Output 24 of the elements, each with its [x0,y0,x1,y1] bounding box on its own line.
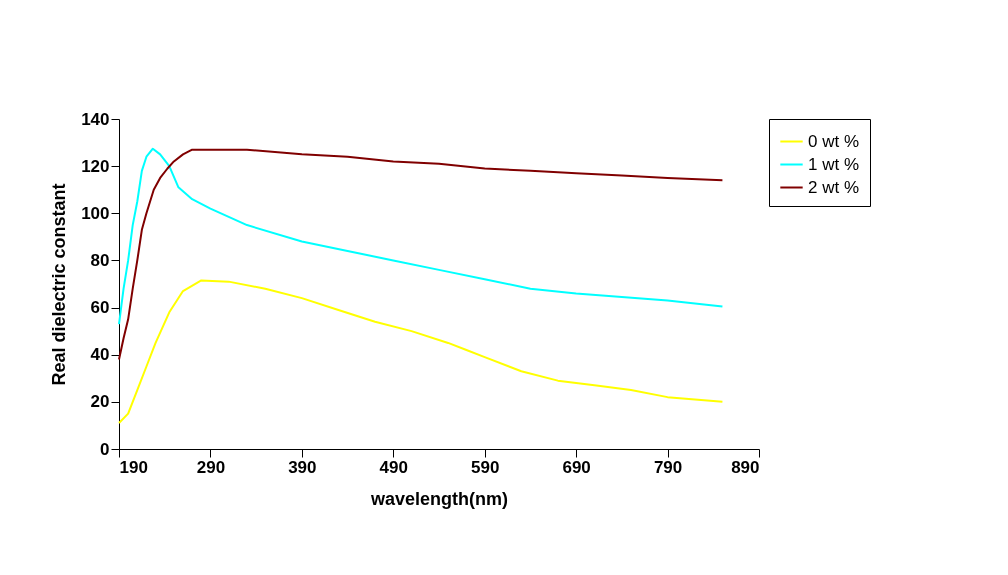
x-tick-label: 390 [288,457,317,477]
line-series [118,148,724,361]
y-axis-title: Real dielectric constant [49,183,70,386]
x-tick-label: 690 [562,457,591,477]
x-tick-label: 590 [471,457,500,477]
y-tick-label: 100 [81,203,110,223]
y-tick-label: 40 [90,345,110,365]
legend-label: 0 wt % [808,131,860,151]
line-series [118,147,724,326]
x-tick-label: 890 [731,457,760,477]
x-tick-label: 790 [653,457,683,477]
x-tick-label: 190 [119,457,148,477]
legend-label: 2 wt % [808,177,860,197]
line-series [118,279,724,425]
y-tick-label: 20 [90,392,110,412]
y-tick-label: 0 [100,439,110,459]
y-tick-label: 80 [90,250,110,270]
y-tick-label: 140 [81,109,110,129]
legend-label: 1 wt % [808,154,860,174]
y-tick-label: 120 [81,156,110,176]
x-tick-label: 490 [379,457,408,477]
x-tick-label: 290 [196,457,226,477]
y-tick-label: 60 [90,298,110,318]
x-axis-title: wavelength(nm) [369,488,509,509]
